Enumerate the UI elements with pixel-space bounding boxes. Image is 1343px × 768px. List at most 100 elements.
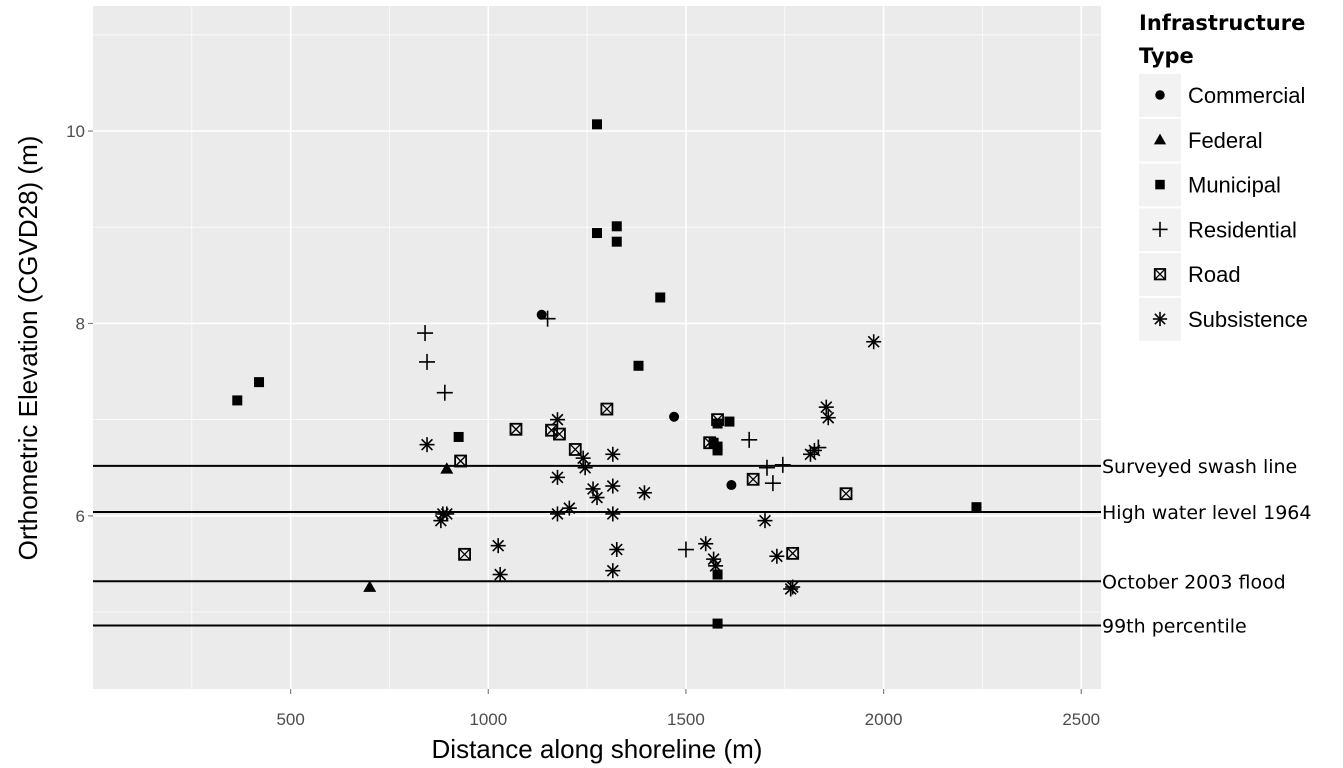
point-subsistence: [818, 399, 834, 415]
point-municipal: [592, 228, 602, 239]
legend-label-subsistence: Subsistence: [1188, 307, 1308, 332]
point-road: [509, 422, 523, 436]
point-residential: [764, 475, 781, 492]
point-municipal: [592, 119, 602, 130]
legend-label-residential: Residential: [1188, 217, 1297, 242]
x-axis-title: Distance along shoreline (m): [432, 734, 763, 764]
y-axis-ticks: 6 8 10: [66, 122, 93, 526]
point-residential: [677, 541, 694, 558]
point-subsistence: [785, 579, 801, 595]
point-road: [703, 436, 717, 450]
point-subsistence: [605, 506, 621, 522]
plot-panel: [93, 6, 1101, 689]
point-subsistence: [492, 567, 508, 583]
reference-label-october-2003-flood: October 2003 flood: [1102, 571, 1286, 593]
point-municipal: [724, 416, 735, 427]
legend: Infrastructure Type Commercial Federal Mun…: [1139, 11, 1308, 341]
point-subsistence: [439, 506, 455, 522]
point-subsistence: [589, 490, 605, 506]
legend-symbol-commercial: [1155, 90, 1165, 100]
legend-label-commercial: Commercial: [1188, 83, 1305, 108]
x-tick-label: 1500: [667, 710, 705, 729]
point-residential: [436, 384, 453, 401]
reference-lines: Surveyed swash line High water level 1964…: [93, 456, 1311, 638]
point-subsistence: [708, 558, 724, 574]
point-residential: [417, 325, 434, 342]
point-subsistence: [636, 485, 652, 501]
point-residential: [741, 431, 758, 448]
legend-symbol-road: [1153, 268, 1167, 281]
point-subsistence: [605, 563, 621, 579]
point-subsistence: [605, 446, 621, 462]
y-axis-title: Orthometric Elevation (CGVD28) (m): [13, 136, 43, 561]
point-road: [553, 427, 566, 441]
reference-label-surveyed-swash-line: Surveyed swash line: [1102, 456, 1297, 478]
point-subsistence: [561, 500, 577, 516]
legend-label-road: Road: [1188, 262, 1241, 287]
point-subsistence: [698, 536, 714, 552]
legend-label-municipal: Municipal: [1188, 173, 1281, 198]
point-road: [454, 454, 468, 468]
point-subsistence: [866, 334, 882, 350]
reference-label-99th-percentile: 99th percentile: [1102, 616, 1247, 638]
point-commercial: [669, 411, 680, 422]
legend-symbol-municipal: [1155, 179, 1165, 190]
point-municipal: [611, 221, 622, 232]
point-road: [711, 413, 724, 427]
point-subsistence: [769, 548, 785, 564]
y-tick-label: 10: [66, 122, 85, 141]
point-road: [746, 472, 760, 486]
point-municipal: [712, 418, 723, 429]
point-residential: [539, 310, 556, 327]
legend-symbol-residential: [1152, 221, 1168, 237]
point-road: [458, 547, 471, 561]
point-subsistence: [757, 513, 773, 529]
legend-symbol-subsistence: [1152, 311, 1168, 327]
reference-label-high-water-level-1964: High water level 1964: [1102, 502, 1311, 524]
point-road: [545, 423, 558, 437]
point-subsistence: [609, 542, 625, 558]
point-residential: [774, 456, 791, 473]
point-road: [839, 487, 853, 501]
point-municipal: [633, 360, 644, 371]
point-subsistence: [490, 538, 506, 554]
point-subsistence: [577, 460, 593, 476]
point-commercial: [726, 480, 737, 491]
legend-symbol-federal: [1153, 133, 1167, 145]
point-road: [786, 546, 800, 560]
point-subsistence: [806, 442, 822, 458]
legend-label-federal: Federal: [1188, 128, 1263, 153]
x-tick-label: 500: [276, 710, 304, 729]
point-municipal: [971, 502, 982, 513]
point-municipal: [655, 292, 666, 303]
point-subsistence: [820, 410, 836, 426]
point-residential: [419, 353, 436, 370]
point-municipal: [611, 236, 622, 247]
legend-entries: Commercial Federal Municipal Residential Roa…: [1139, 74, 1308, 341]
x-tick-label: 2500: [1062, 710, 1100, 729]
point-residential: [758, 459, 775, 476]
point-municipal: [254, 377, 265, 388]
point-subsistence: [419, 437, 435, 453]
x-tick-label: 1000: [469, 710, 507, 729]
point-subsistence: [549, 506, 565, 522]
point-federal: [440, 462, 454, 474]
point-municipal: [712, 569, 723, 580]
point-municipal: [453, 431, 464, 442]
point-subsistence: [549, 469, 565, 485]
point-subsistence: [575, 450, 591, 466]
x-tick-label: 2000: [865, 710, 903, 729]
grid-lines: [93, 6, 1101, 689]
point-commercial: [536, 309, 547, 320]
point-municipal: [712, 445, 723, 456]
data-points: [232, 119, 982, 629]
legend-title-line-1: Infrastructure: [1139, 11, 1305, 35]
point-municipal: [712, 618, 723, 629]
legend-title-line-2: Type: [1139, 44, 1194, 68]
y-tick-label: 8: [76, 314, 85, 333]
point-municipal: [232, 395, 243, 406]
point-subsistence: [605, 478, 621, 494]
y-tick-label: 6: [76, 507, 85, 526]
point-federal: [363, 580, 377, 592]
